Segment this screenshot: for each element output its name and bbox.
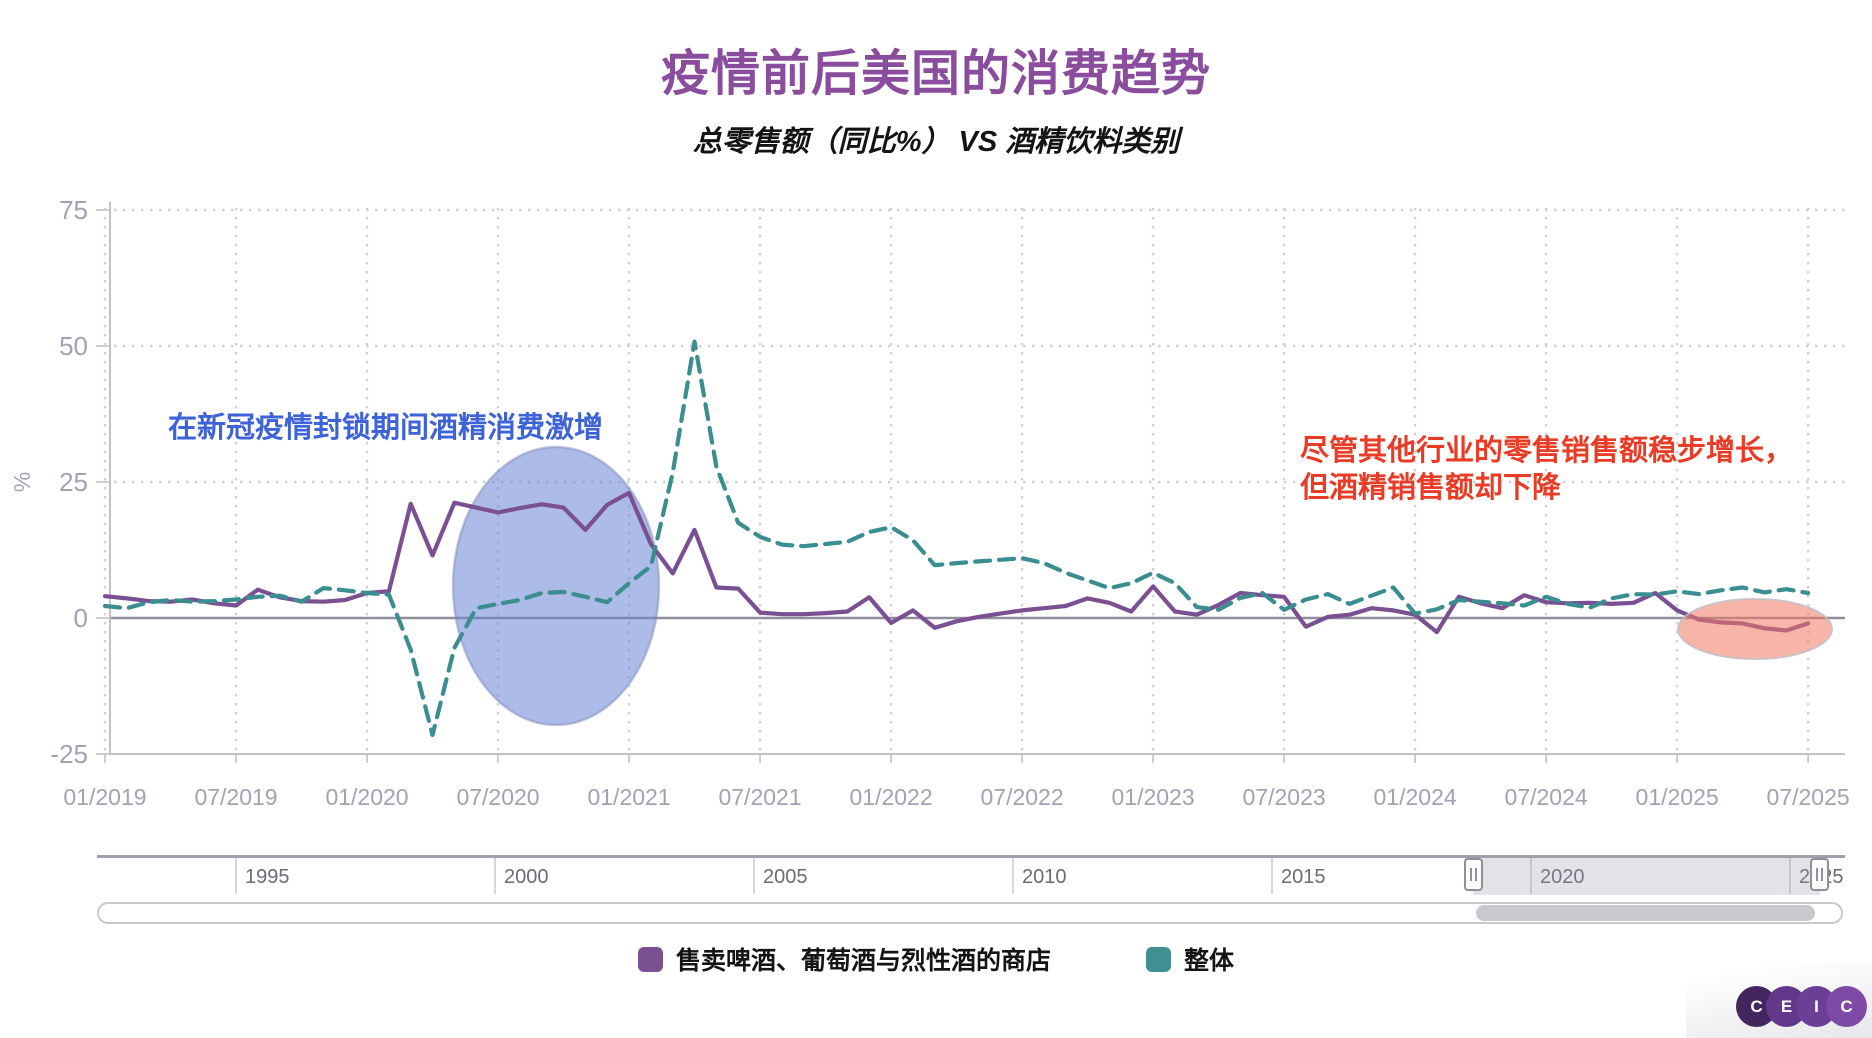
navigator-year-separator	[1012, 858, 1014, 894]
x-axis-label: 01/2022	[849, 784, 932, 810]
x-axis-label: 07/2024	[1505, 784, 1588, 810]
x-axis-label: 01/2023	[1112, 784, 1195, 810]
navigator-year-label: 2000	[504, 866, 549, 888]
x-axis-label: 01/2024	[1374, 784, 1457, 810]
ceic-logo[interactable]: C E I C	[1736, 986, 1867, 1027]
legend-swatch-purple	[637, 946, 663, 972]
legend-item-overall[interactable]: 整体	[1146, 941, 1234, 977]
y-axis-label: 50	[59, 331, 88, 361]
page-title: 疫情前后美国的消费趋势	[660, 47, 1211, 101]
annotation-alcohol-decline-line2: 但酒精销售额却下降	[1300, 472, 1562, 504]
x-axis-label: 01/2021	[587, 784, 670, 810]
navigator-year-separator	[1530, 858, 1532, 894]
y-axis-title: %	[9, 472, 35, 492]
legend-label-overall: 整体	[1184, 947, 1235, 975]
navigator-selected-range[interactable]	[1473, 858, 1820, 895]
navigator-year-label: 1995	[245, 866, 290, 888]
x-axis-label: 07/2023	[1243, 784, 1326, 810]
navigator-scrollbar-thumb[interactable]	[1476, 905, 1815, 921]
navigator-year-label: 2010	[1022, 866, 1067, 888]
legend-item-alcohol-stores[interactable]: 售卖啤酒、葡萄酒与烈性酒的商店	[637, 941, 1051, 977]
ceic-logo-letter-c2: C	[1826, 986, 1867, 1027]
series-line-alcohol-stores[interactable]	[102, 490, 1811, 635]
navigator-year-label: 2020	[1540, 866, 1585, 888]
decline-highlight-ellipse	[1677, 598, 1833, 660]
page-subtitle: 总零售额（同比%） VS 酒精饮料类别	[692, 126, 1180, 158]
legend: 售卖啤酒、葡萄酒与烈性酒的商店 整体	[0, 941, 1872, 977]
legend-label-alcohol-stores: 售卖啤酒、葡萄酒与烈性酒的商店	[675, 947, 1051, 975]
x-axis-label: 01/2020	[325, 784, 408, 810]
navigator-right-handle[interactable]	[1810, 858, 1829, 891]
navigator-year-separator	[1271, 858, 1273, 894]
y-axis-label: 25	[59, 467, 88, 497]
covid-highlight-circle	[451, 445, 661, 727]
x-axis-label: 07/2021	[718, 784, 801, 810]
x-axis-label: 07/2019	[194, 784, 277, 810]
y-axis-label: 75	[59, 195, 88, 225]
navigator-year-separator	[753, 858, 755, 894]
navigator-scrollbar-track[interactable]	[97, 902, 1843, 924]
navigator-year-label: 2015	[1281, 866, 1326, 888]
navigator-axis-line	[97, 855, 1845, 858]
x-axis-label: 07/2020	[456, 784, 539, 810]
annotation-lockdown-surge: 在新冠疫情封锁期间酒精消费激增	[168, 412, 604, 444]
legend-swatch-teal	[1146, 946, 1171, 972]
navigator-year-separator	[494, 858, 496, 894]
navigator-year-separator	[1789, 858, 1791, 894]
x-axis-label: 01/2019	[63, 784, 146, 810]
x-axis-label: 07/2025	[1767, 784, 1850, 810]
annotation-alcohol-decline-line1: 尽管其他行业的零售销售额稳步增长，	[1300, 435, 1794, 467]
y-axis-label: -25	[50, 739, 88, 769]
navigator-year-separator	[235, 858, 237, 894]
x-axis-label: 07/2022	[980, 784, 1063, 810]
series-line-overall[interactable]	[102, 339, 1811, 738]
navigator-year-label: 2005	[763, 866, 808, 888]
annotation-alcohol-decline: 尽管其他行业的零售销售额稳步增长， 但酒精销售额却下降	[1300, 433, 1793, 507]
x-axis-label: 01/2025	[1636, 784, 1719, 810]
y-axis-label: 0	[74, 603, 88, 633]
navigator-left-handle[interactable]	[1464, 858, 1483, 891]
